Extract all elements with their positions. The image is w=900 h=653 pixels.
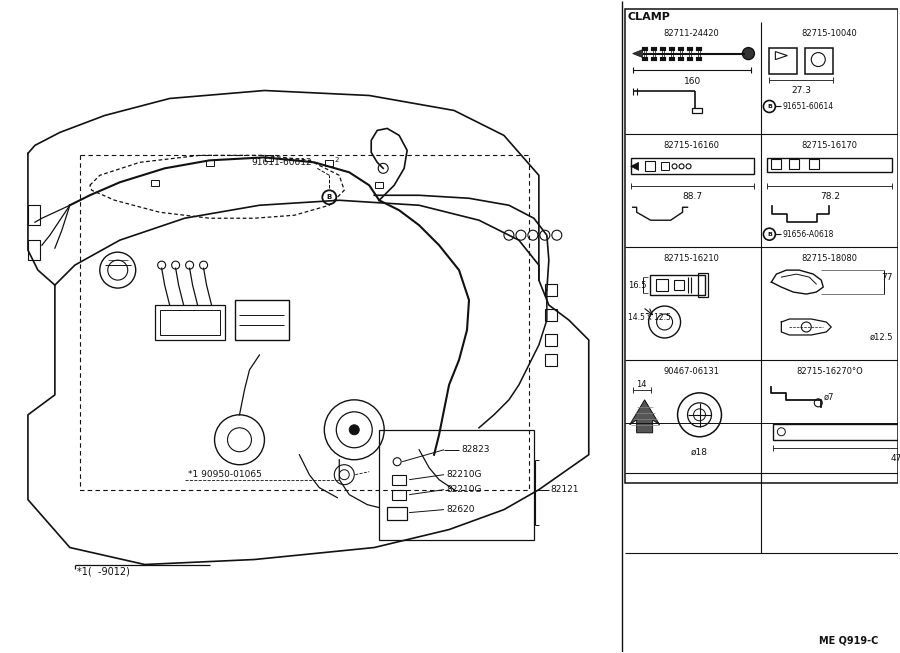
Bar [655, 279, 668, 291]
Text: 14.5 x 12.5: 14.5 x 12.5 [627, 313, 670, 321]
Text: 160: 160 [684, 76, 702, 86]
Text: 78.2: 78.2 [820, 192, 840, 201]
Text: 82715-10040: 82715-10040 [802, 29, 858, 38]
Text: 16.5: 16.5 [627, 281, 646, 289]
Text: CLAMP: CLAMP [627, 12, 670, 22]
Bar [809, 159, 819, 169]
Text: B: B [767, 232, 772, 236]
Bar [544, 309, 557, 321]
Text: 14: 14 [636, 381, 647, 389]
Bar [544, 334, 557, 346]
Bar [387, 507, 407, 520]
Bar [150, 180, 158, 186]
Bar [770, 48, 797, 74]
Bar [771, 159, 781, 169]
Circle shape [742, 48, 754, 59]
Polygon shape [633, 50, 643, 57]
Bar [691, 108, 701, 114]
Polygon shape [630, 400, 660, 433]
Text: 82121: 82121 [551, 485, 580, 494]
Text: 82715-16270°O: 82715-16270°O [796, 367, 863, 376]
Bar [159, 310, 220, 335]
Text: 27.3: 27.3 [791, 86, 811, 95]
Text: 91611-60612: 91611-60612 [251, 158, 312, 167]
Text: 82715-16210: 82715-16210 [663, 254, 719, 263]
Bar [631, 159, 754, 174]
Text: 82210G: 82210G [446, 485, 482, 494]
Circle shape [349, 425, 359, 435]
Bar [155, 305, 224, 340]
Text: 82711-24420: 82711-24420 [663, 29, 719, 38]
Text: *1(  -9012): *1( -9012) [76, 567, 130, 577]
Bar [644, 161, 654, 171]
Text: 90467-06131: 90467-06131 [663, 367, 719, 376]
Text: 91651-60614: 91651-60614 [782, 102, 833, 111]
Bar [625, 8, 898, 483]
Text: 82715-16160: 82715-16160 [663, 142, 719, 150]
Text: 82620: 82620 [446, 505, 474, 514]
Bar [698, 273, 707, 297]
Bar [650, 275, 705, 295]
Text: 82210G: 82210G [446, 470, 482, 479]
Bar [673, 280, 684, 290]
Text: ø12.5: ø12.5 [869, 332, 893, 342]
Bar [325, 161, 333, 167]
Text: *1 90950-01065: *1 90950-01065 [187, 470, 262, 479]
Text: 91656-A0618: 91656-A0618 [782, 230, 833, 239]
Bar [789, 159, 799, 169]
Text: B: B [767, 104, 772, 109]
Bar [379, 430, 534, 539]
Text: 77: 77 [882, 272, 893, 281]
Text: 82715-16170: 82715-16170 [802, 142, 858, 150]
Bar [235, 300, 290, 340]
Bar [544, 284, 557, 296]
Text: ME Q919-C: ME Q919-C [819, 635, 878, 645]
Bar [266, 155, 274, 161]
Text: B: B [327, 195, 332, 200]
Bar [375, 182, 383, 188]
Text: ø18: ø18 [691, 447, 708, 456]
Bar [392, 490, 406, 500]
Text: 47: 47 [890, 454, 900, 463]
Bar [205, 161, 213, 167]
Text: 82715-18080: 82715-18080 [802, 254, 858, 263]
Bar [768, 159, 892, 172]
Bar [28, 240, 40, 260]
Polygon shape [631, 163, 639, 170]
Bar [773, 424, 900, 439]
Text: 82823: 82823 [461, 445, 490, 454]
Text: 2: 2 [334, 157, 338, 163]
Bar [806, 48, 833, 74]
Text: ø7: ø7 [824, 392, 833, 402]
Text: 88.7: 88.7 [682, 192, 703, 201]
Bar [544, 354, 557, 366]
Bar [392, 475, 406, 485]
Bar [661, 163, 669, 170]
Bar [28, 205, 40, 225]
